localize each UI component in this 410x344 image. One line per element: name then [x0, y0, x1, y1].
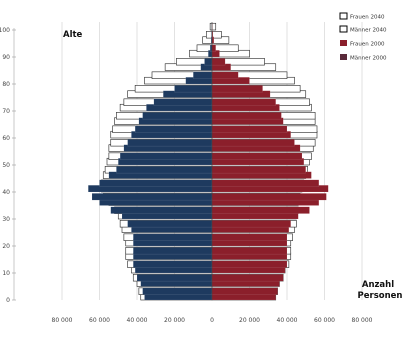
y-tick-label: 0: [6, 297, 10, 304]
legend-swatch-frauen-2000: [340, 40, 347, 46]
x-tick-label: 40 000: [277, 317, 298, 324]
y-tick-label: 70: [2, 108, 10, 115]
legend-label-frauen-2000: Frauen 2000: [350, 42, 385, 48]
bar-frauen-2000-age-52: [211, 152, 303, 160]
bar-m-nner-2000-age-47: [116, 166, 213, 174]
bar-frauen-2000-age-87: [211, 58, 226, 66]
y-tick-label: 50: [2, 162, 10, 169]
bar-frauen-2000-age-72: [211, 98, 276, 106]
bar-m-nner-2000-age-27: [127, 220, 213, 228]
legend-label-maenner-2040: Männer 2040: [350, 28, 387, 34]
bar-frauen-2000-age-2: [211, 287, 278, 295]
y-tick-label: 100: [0, 27, 10, 34]
bar-frauen-2000-age-47: [211, 166, 306, 174]
bar-m-nner-2000-age-87: [204, 58, 213, 66]
bar-m-nner-2000-age-37: [91, 193, 213, 201]
x-tick-label: 60 000: [89, 317, 110, 324]
bar-m-nner-2000-age-52: [119, 152, 213, 160]
bar-frauen-2000-age-12: [211, 260, 288, 268]
bar-m-nner-2000-age-32: [110, 206, 213, 214]
legend-swatch-maenner-2000: [340, 54, 347, 60]
bar-frauen-2000-age-92: [211, 44, 216, 52]
x-axis-label-line2: Personen: [358, 291, 403, 301]
legend: Frauen 2040 Männer 2040 Frauen 2000 Männ…: [339, 12, 387, 62]
bar-frauen-2000-age-82: [211, 71, 239, 79]
x-tick-label: 80 000: [52, 317, 73, 324]
legend-swatch-maenner-2040: [339, 25, 348, 33]
bar-m-nner-2000-age-67: [142, 112, 213, 120]
bar-m-nner-2000-age-12: [133, 260, 213, 268]
bar-m-nner-2000-age-22: [133, 233, 213, 241]
bar-frauen-2000-age-42: [211, 179, 320, 187]
y-tick-label: 40: [2, 189, 10, 196]
bar-m-nner-2000-age-2: [142, 287, 213, 295]
bar-frauen-2000-age-17: [211, 247, 288, 255]
bar-m-nner-2000-age-57: [127, 139, 213, 147]
y-tick-label: 20: [2, 243, 10, 250]
bar-frauen-2000-age-27: [211, 220, 291, 228]
y-tick-label: 80: [2, 81, 10, 88]
bar-frauen-2040-age-100: [211, 22, 217, 31]
legend-label-frauen-2040: Frauen 2040: [350, 15, 385, 21]
x-tick-label: 20 000: [239, 317, 260, 324]
bar-m-nner-2000-age-92: [209, 44, 213, 52]
legend-label-maenner-2000: Männer 2000: [350, 56, 387, 62]
x-tick-label: 80 000: [352, 317, 373, 324]
bar-frauen-2000-age-7: [211, 274, 284, 282]
bar-frauen-2000-age-22: [211, 233, 288, 241]
bar-m-nner-2000-age-77: [174, 85, 213, 93]
bar-frauen-2000-age-62: [211, 125, 288, 133]
bar-m-nner-2000-age-82: [193, 71, 213, 79]
axes: 80 000 60 000 40 000 20 000 0 20 000 40 000 60 …: [0, 22, 373, 324]
y-tick-label: 60: [2, 135, 10, 142]
y-axis-label: Alte: [63, 30, 83, 40]
bar-m-nner-2000-age-72: [153, 98, 213, 106]
y-tick-label: 90: [2, 54, 10, 61]
bar-m-nner-2000-age-7: [136, 274, 213, 282]
bar-m-nner-2000-age-17: [133, 247, 213, 255]
y-tick-label: 30: [2, 216, 10, 223]
bar-frauen-2000-age-37: [211, 193, 327, 201]
x-tick-label: 0: [210, 317, 214, 324]
bar-frauen-2000-age-67: [211, 112, 282, 120]
bar-frauen-2000-age-57: [211, 139, 295, 147]
x-tick-label: 20 000: [164, 317, 185, 324]
bar-frauen-2000-age-77: [211, 85, 263, 93]
bar-m-nner-2000-age-42: [99, 179, 213, 187]
bar-frauen-2000-age-32: [211, 206, 310, 214]
bar-m-nner-2000-age-62: [134, 125, 213, 133]
x-axis-label-line1: Anzahl: [362, 280, 394, 290]
y-tick-label: 10: [2, 270, 10, 277]
legend-swatch-frauen-2040: [339, 12, 348, 20]
x-tick-label: 40 000: [127, 317, 148, 324]
x-tick-label: 60 000: [314, 317, 335, 324]
